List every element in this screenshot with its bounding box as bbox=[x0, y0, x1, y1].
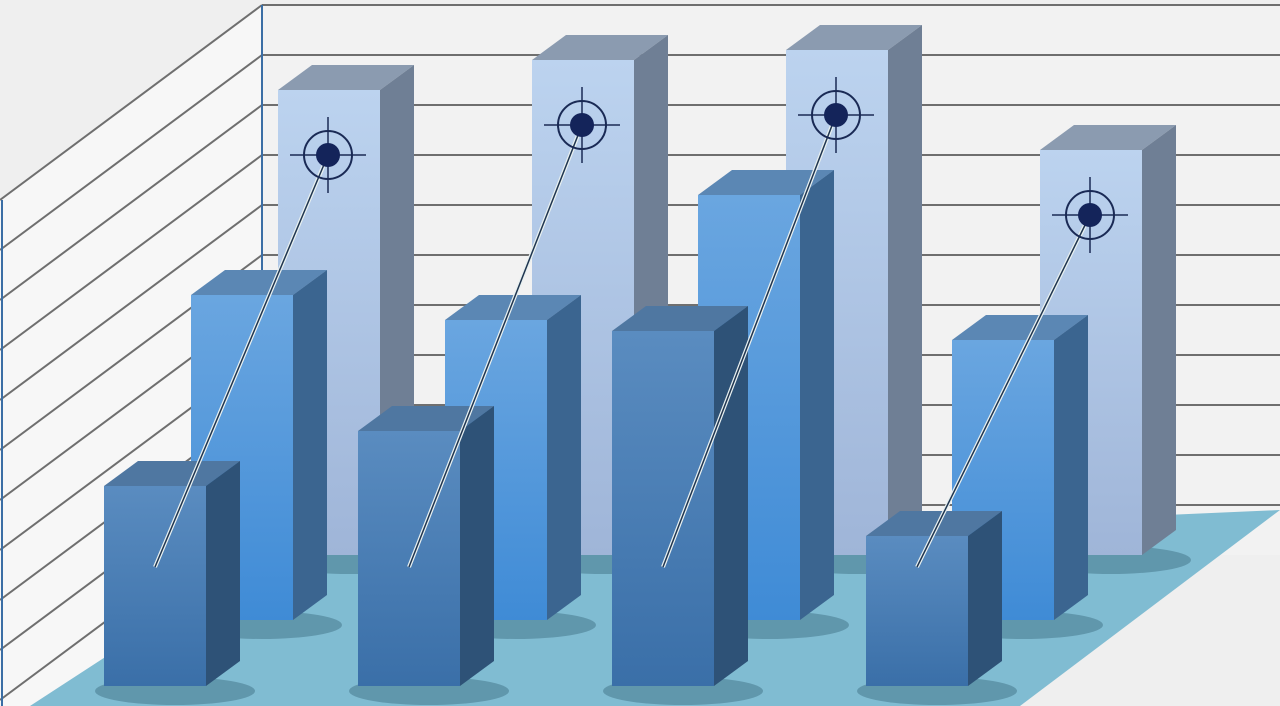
target-center-icon bbox=[1078, 203, 1102, 227]
bar-front bbox=[866, 536, 968, 686]
bar-side bbox=[1054, 315, 1088, 620]
target-center-icon bbox=[824, 103, 848, 127]
target-center-icon bbox=[570, 113, 594, 137]
bar-front bbox=[612, 331, 714, 686]
bar-side bbox=[460, 406, 494, 686]
side-gridline bbox=[0, 54, 263, 251]
side-gridline bbox=[0, 204, 263, 401]
bar-front bbox=[358, 431, 460, 686]
bar-top bbox=[358, 406, 494, 431]
bar-top bbox=[952, 315, 1088, 340]
bar-top bbox=[104, 461, 240, 486]
bar-side bbox=[714, 306, 748, 686]
bar-top bbox=[532, 35, 668, 60]
bar-side bbox=[888, 25, 922, 555]
bar-side bbox=[293, 270, 327, 620]
side-gridline bbox=[0, 104, 263, 301]
bar-front bbox=[104, 486, 206, 686]
bar-top bbox=[278, 65, 414, 90]
bar-side bbox=[800, 170, 834, 620]
bar bbox=[603, 306, 763, 705]
bar-top bbox=[866, 511, 1002, 536]
bar-side bbox=[1142, 125, 1176, 555]
side-gridline bbox=[0, 4, 263, 201]
target-marker bbox=[915, 177, 1128, 568]
bar-top bbox=[191, 270, 327, 295]
leader-line bbox=[662, 114, 837, 568]
bar-side bbox=[206, 461, 240, 686]
bar-side bbox=[547, 295, 581, 620]
bar bbox=[95, 461, 255, 705]
target-center-icon bbox=[316, 143, 340, 167]
bar-top bbox=[698, 170, 834, 195]
side-gridline bbox=[0, 154, 263, 351]
bar-top bbox=[612, 306, 748, 331]
target-marker bbox=[407, 87, 620, 568]
target-marker bbox=[661, 77, 874, 568]
bar-side bbox=[968, 511, 1002, 686]
bar-top bbox=[786, 25, 922, 50]
leader-line bbox=[916, 214, 1091, 568]
bar bbox=[857, 511, 1017, 705]
leader-line bbox=[154, 154, 329, 568]
bar bbox=[349, 406, 509, 705]
leader-line bbox=[408, 124, 583, 568]
target-marker bbox=[153, 117, 366, 568]
bar-top bbox=[445, 295, 581, 320]
bar-top bbox=[1040, 125, 1176, 150]
